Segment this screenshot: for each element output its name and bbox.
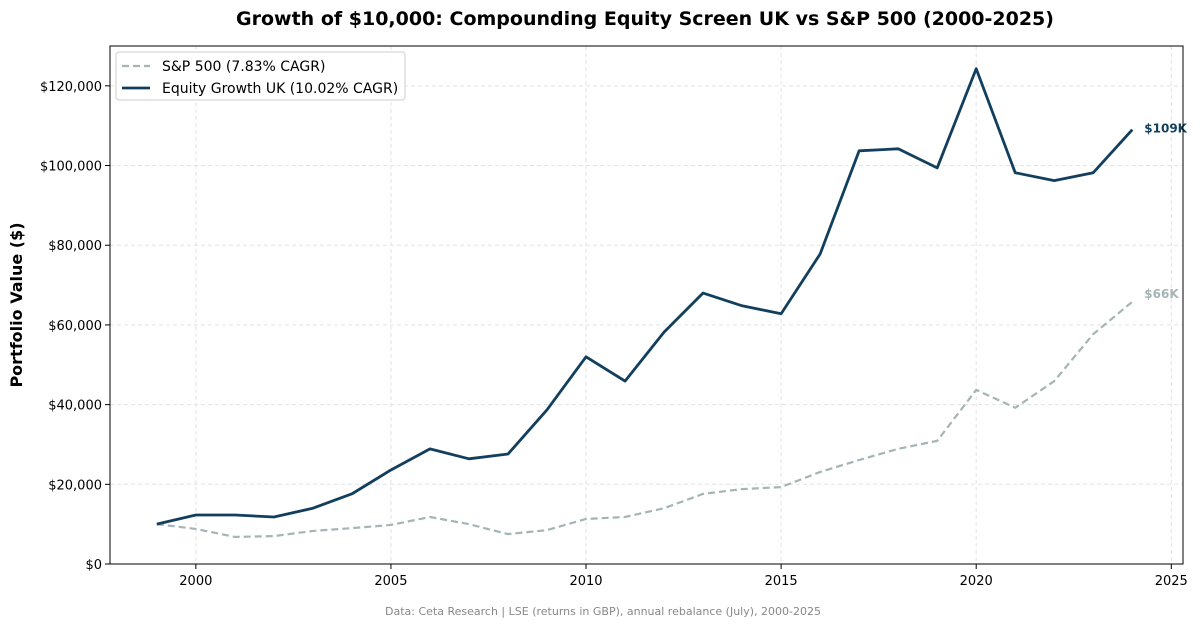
legend: S&P 500 (7.83% CAGR) Equity Growth UK (1… <box>115 51 406 101</box>
series-line-equity-growth-uk <box>156 67 1134 526</box>
y-axis-label: Portfolio Value ($) <box>7 222 26 387</box>
y-tick-label: $80,000 <box>48 239 102 254</box>
x-tick-label: 2005 <box>374 574 407 589</box>
chart-title: Growth of $10,000: Compounding Equity Sc… <box>236 8 1054 30</box>
end-label-sp500: $66K <box>1144 287 1179 301</box>
x-tick-label: 2025 <box>1155 574 1188 589</box>
x-tick-label: 2010 <box>569 574 602 589</box>
y-tick-label: $40,000 <box>48 399 102 414</box>
y-tick-label: $20,000 <box>48 478 102 493</box>
y-tick-label: $0 <box>85 558 102 573</box>
x-tick-label: 2015 <box>765 574 798 589</box>
y-tick-label: $60,000 <box>48 319 102 334</box>
legend-label-equity-growth-uk: Equity Growth UK (10.02% CAGR) <box>162 81 398 97</box>
end-label-equity-growth-uk: $109K <box>1144 122 1187 136</box>
legend-box <box>115 51 406 101</box>
plot-frame <box>109 45 1184 565</box>
y-tick-label: $100,000 <box>40 160 102 175</box>
legend-label-sp500: S&P 500 (7.83% CAGR) <box>162 59 325 75</box>
x-tick-label: 2000 <box>179 574 212 589</box>
y-tick-label: $120,000 <box>40 80 102 95</box>
series-line-sp500 <box>156 300 1133 539</box>
footnote: Data: Ceta Research | LSE (returns in GB… <box>385 605 821 618</box>
x-tick-label: 2020 <box>960 574 993 589</box>
